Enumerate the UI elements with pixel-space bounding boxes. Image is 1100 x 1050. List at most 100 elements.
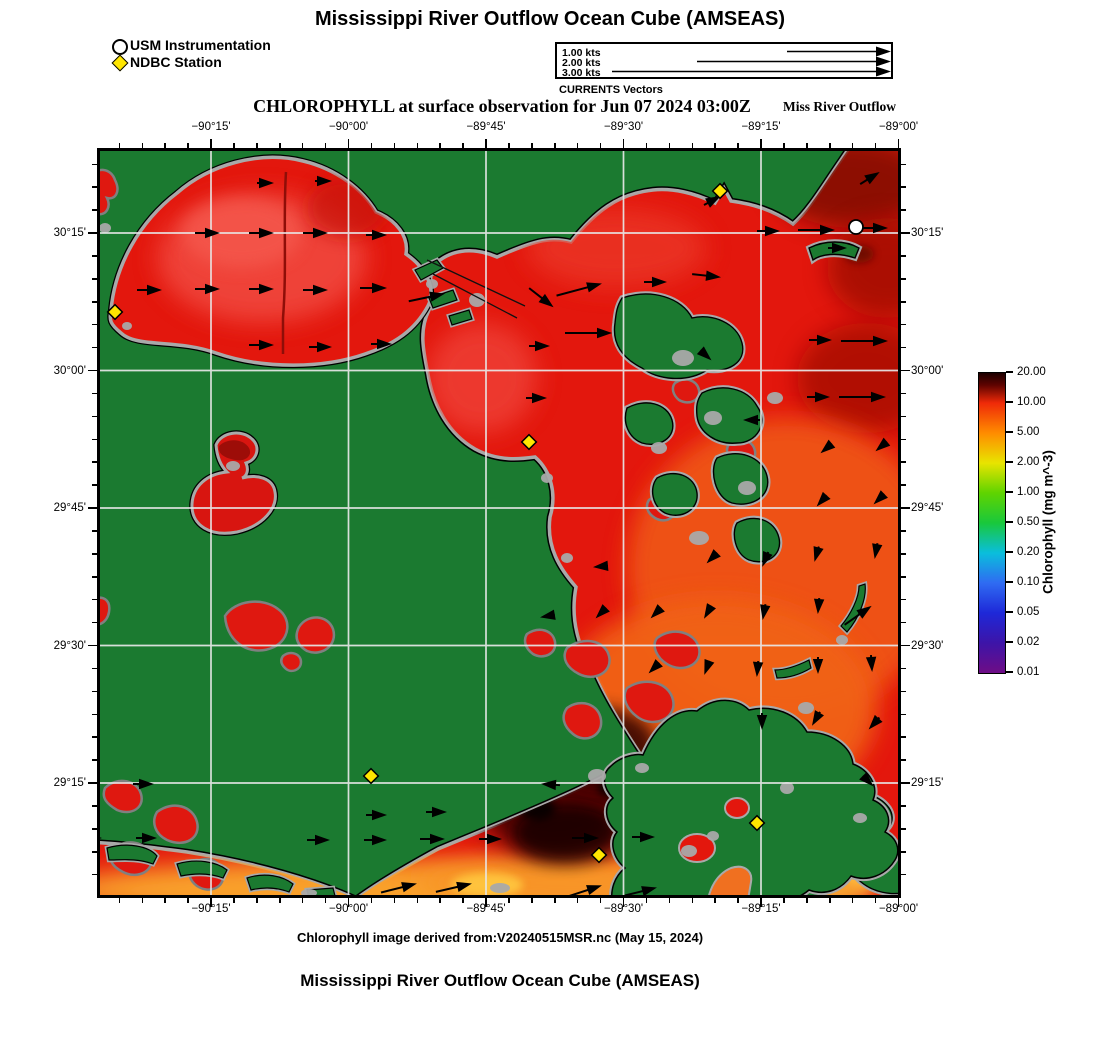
axis-tick	[901, 667, 906, 670]
axis-tick	[874, 898, 877, 903]
axis-tick	[897, 898, 900, 907]
axis-tick	[901, 255, 906, 257]
axis-tick	[901, 186, 906, 188]
axis-tick	[256, 898, 258, 903]
axis-tick	[901, 713, 906, 715]
axis-tick	[301, 898, 304, 903]
colorbar-tick	[1006, 461, 1013, 463]
axis-tick	[622, 898, 625, 907]
axis-tick	[187, 898, 189, 903]
axis-tick	[760, 139, 762, 148]
bridges	[426, 259, 526, 319]
footer-title: Mississippi River Outflow Ocean Cube (AM…	[300, 971, 700, 990]
axis-tick	[599, 898, 602, 903]
colorbar-tick	[1006, 491, 1013, 493]
ndbc-station-marker	[362, 767, 380, 785]
axis-tick	[901, 873, 906, 876]
axis-tick	[88, 507, 97, 509]
lat-tick-label: 29°30'	[53, 639, 86, 652]
lon-tick-label: −89°45'	[466, 903, 506, 915]
gray-mask-patches	[99, 223, 867, 897]
lon-tick-label: −90°00'	[328, 903, 369, 915]
axis-tick	[901, 163, 906, 165]
lat-tick-label: 29°15'	[911, 777, 944, 789]
map-area	[83, 148, 901, 898]
axis-tick	[901, 805, 906, 807]
lat-tick-label: 29°15'	[53, 777, 86, 789]
lat-tick-label: 29°45'	[911, 502, 944, 514]
lat-tick-label: 30°15'	[53, 227, 86, 239]
axis-tick	[210, 139, 212, 148]
axis-tick	[901, 690, 906, 693]
axis-tick	[901, 438, 906, 440]
ndbc-station-marker	[711, 182, 729, 200]
axis-tick	[279, 898, 281, 903]
chlorophyll-map	[83, 148, 901, 898]
axis-tick	[645, 898, 648, 903]
lat-tick-label: 30°15'	[911, 227, 944, 239]
lon-tick-label: −89°15'	[741, 903, 781, 915]
axis-tick	[324, 898, 327, 903]
axis-tick	[897, 139, 900, 148]
axis-tick	[901, 644, 910, 647]
colorbar-tick-label: 0.05	[1017, 606, 1040, 618]
axis-tick	[901, 828, 906, 830]
ndbc-station-marker	[590, 846, 608, 864]
ndbc-station-marker	[520, 433, 538, 451]
colorbar-tick	[1006, 611, 1013, 613]
axis-tick	[370, 898, 373, 903]
colorbar-tick-label: 0.50	[1017, 516, 1040, 528]
colorbar-tick-label: 1.00	[1017, 486, 1040, 498]
axis-tick	[901, 461, 906, 463]
colorbar-tick	[1006, 521, 1013, 523]
axis-tick	[88, 369, 97, 372]
colorbar-tick	[1006, 641, 1013, 643]
axis-tick	[164, 898, 166, 903]
axis-tick	[88, 644, 97, 647]
region-label: Miss River Outflow	[783, 99, 896, 114]
lon-tick-label: −90°15'	[191, 903, 231, 915]
lon-tick-label: −89°00'	[878, 903, 919, 915]
axis-tick	[760, 898, 762, 907]
axis-tick	[901, 598, 906, 601]
axis-tick	[714, 898, 716, 903]
page-title: Mississippi River Outflow Ocean Cube (AM…	[314, 8, 786, 30]
axis-tick	[88, 232, 97, 234]
chlorophyll-subtitle: CHLOROPHYLL at surface observation for J…	[253, 96, 751, 116]
axis-tick	[901, 369, 910, 372]
axis-tick	[901, 553, 906, 555]
colorbar-tick-label: 20.00	[1017, 366, 1046, 378]
axis-tick	[901, 323, 906, 326]
axis-tick	[901, 209, 906, 211]
axis-tick	[901, 301, 906, 303]
axis-tick	[576, 898, 579, 903]
axis-tick	[901, 530, 906, 532]
axis-tick	[901, 736, 906, 738]
axis-tick	[210, 898, 212, 907]
vector-speed-label: 2.00 kts	[562, 57, 601, 69]
lon-tick-label: −89°00'	[878, 121, 919, 133]
causeway-bridge	[281, 171, 288, 354]
axis-tick	[901, 232, 910, 234]
colorbar-tick	[1006, 671, 1013, 673]
lon-tick-label: −89°30'	[603, 903, 644, 915]
axis-tick	[508, 898, 510, 903]
axis-tick	[347, 139, 350, 148]
axis-tick	[901, 392, 906, 395]
axis-tick	[901, 759, 906, 761]
graticule	[99, 150, 899, 896]
colorbar-tick-label: 2.00	[1017, 456, 1040, 468]
vector-legend-arrows	[612, 46, 891, 77]
colorbar-tick	[1006, 581, 1013, 583]
colorbar-tick	[1006, 431, 1013, 433]
axis-tick	[829, 898, 831, 903]
axis-tick	[901, 507, 910, 509]
lat-tick-label: 30°00'	[53, 364, 86, 377]
axis-tick	[393, 898, 396, 903]
usm-legend-icon	[112, 39, 128, 55]
lon-tick-label: −89°30'	[603, 121, 644, 133]
axis-tick	[691, 898, 693, 903]
inland-red-patches	[87, 168, 757, 891]
axis-tick	[901, 278, 906, 280]
